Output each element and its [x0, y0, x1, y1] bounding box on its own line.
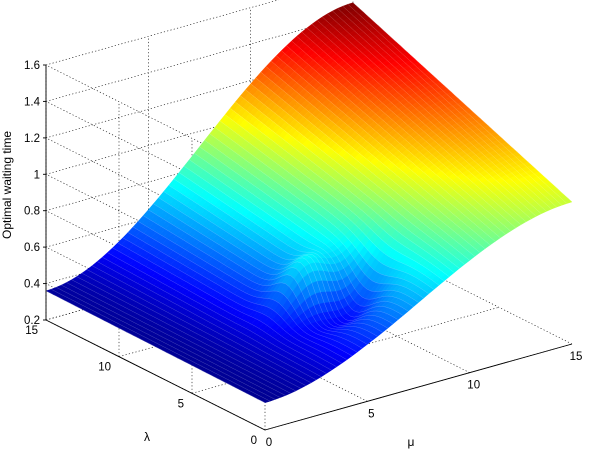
mesh-line-mu-11 — [102, 257, 322, 377]
mesh-line-mu-16 — [127, 232, 347, 360]
mesh-line-mu-2 — [56, 287, 276, 400]
z-tick-label-5: 1.2 — [24, 133, 40, 145]
mesh-line-mu-52 — [312, 23, 532, 220]
mesh-line-mu-14 — [117, 242, 337, 367]
mesh-line-mu-29 — [194, 153, 414, 307]
mesh-line-mu-17 — [132, 226, 353, 357]
mesh-line-mu-45 — [276, 55, 496, 242]
mesh-line-mu-12 — [107, 252, 327, 374]
mesh-line-mu-37 — [235, 101, 455, 273]
tick-labels: 0.2 0.4 0.6 0.8 1 1.2 1.4 1.6 0 5 10 15 0 5 10 15 — [24, 60, 582, 449]
x-tick-label-1: 5 — [368, 408, 374, 420]
z-tick-label-1: 0.4 — [24, 279, 41, 291]
mesh-line-mu-5 — [71, 279, 291, 394]
grid-z-back-6 — [45, 15, 354, 102]
mesh-line-mu-21 — [153, 203, 373, 341]
z-tick-label-7: 1.6 — [24, 60, 40, 72]
mesh-line-mu-43 — [265, 66, 486, 249]
mesh-line-mu-38 — [240, 95, 460, 269]
z-tick-label-0: 0.2 — [24, 315, 40, 327]
z-tick-label-2: 0.6 — [24, 242, 40, 254]
x-axis-line — [264, 343, 573, 431]
mesh-line-mu-58 — [342, 6, 562, 206]
mesh-line-mu-36 — [230, 108, 450, 277]
mesh-line-mu-55 — [327, 13, 547, 212]
z-tick-label-3: 0.8 — [24, 206, 40, 218]
mesh-line-mu-48 — [291, 40, 511, 232]
mesh-line-mu-53 — [317, 20, 537, 217]
surface-mesh — [45, 2, 573, 403]
mesh-line-mu-60 — [352, 2, 573, 202]
mesh-line-mu-46 — [281, 50, 501, 238]
mesh-line-mu-3 — [61, 284, 281, 398]
mesh-line-mu-32 — [209, 133, 429, 294]
y-tick-label-2: 10 — [98, 362, 111, 374]
z-axis-label: Optimal waiting time — [0, 131, 14, 239]
mesh-line-mu-23 — [163, 191, 383, 333]
mesh-line-mu-25 — [173, 178, 393, 325]
mesh-line-mu-13 — [112, 247, 332, 371]
mesh-line-mu-47 — [286, 45, 506, 235]
mesh-line-mu-20 — [148, 209, 368, 345]
mesh-line-mu-54 — [322, 16, 542, 214]
grid-y-floor-1 — [191, 307, 500, 394]
axes-frame — [45, 65, 573, 431]
y-tick-label-0: 0 — [251, 435, 257, 447]
mesh-line-mu-4 — [66, 282, 286, 396]
mesh-line-mu-31 — [204, 140, 424, 299]
mesh-line-mu-49 — [296, 36, 516, 228]
mesh-line-mu-10 — [97, 261, 317, 380]
y-tick-label-3: 15 — [25, 325, 38, 337]
mesh-line-mu-33 — [214, 127, 434, 290]
mesh-line-mu-0 — [45, 290, 266, 403]
y-axis-label: λ — [144, 430, 150, 444]
mesh-line-mu-15 — [122, 237, 342, 364]
mesh-line-mu-59 — [347, 4, 567, 204]
y-axis-line — [45, 319, 266, 431]
mesh-line-mu-44 — [271, 61, 491, 246]
z-tick-label-4: 1 — [34, 169, 40, 181]
mesh-line-mu-24 — [168, 185, 388, 329]
mesh-line-mu-22 — [158, 197, 378, 337]
mesh-line-mu-19 — [143, 215, 363, 349]
mesh-line-mu-18 — [138, 221, 358, 353]
z-tick-label-6: 1.4 — [24, 96, 41, 108]
mesh-line-mu-6 — [76, 276, 296, 392]
mesh-line-mu-34 — [219, 120, 440, 286]
x-tick-label-2: 10 — [467, 380, 480, 392]
mesh-line-mu-41 — [255, 77, 475, 257]
mesh-line-mu-1 — [51, 289, 271, 402]
mesh-line-mu-28 — [189, 159, 409, 312]
y-tick-label-1: 5 — [178, 398, 184, 410]
mesh-line-mu-42 — [260, 72, 480, 253]
mesh-line-mu-39 — [245, 89, 465, 265]
mesh-line-mu-40 — [250, 83, 470, 261]
mesh-line-mu-50 — [301, 31, 521, 225]
mesh-line-mu-51 — [306, 27, 527, 222]
x-axis-label: μ — [408, 435, 415, 449]
x-tick-label-0: 0 — [266, 437, 272, 449]
mesh-line-mu-26 — [178, 172, 399, 320]
mesh-line-mu-7 — [81, 273, 301, 389]
mesh-line-mu-35 — [225, 114, 445, 282]
mesh-line-mu-8 — [86, 269, 306, 386]
mesh-line-mu-57 — [337, 8, 557, 208]
mesh-line-mu-27 — [184, 166, 404, 316]
x-tick-label-3: 15 — [570, 351, 583, 363]
mesh-line-mu-30 — [199, 146, 419, 303]
mesh-line-mu-9 — [92, 265, 312, 383]
mesh-line-mu-56 — [332, 10, 552, 210]
